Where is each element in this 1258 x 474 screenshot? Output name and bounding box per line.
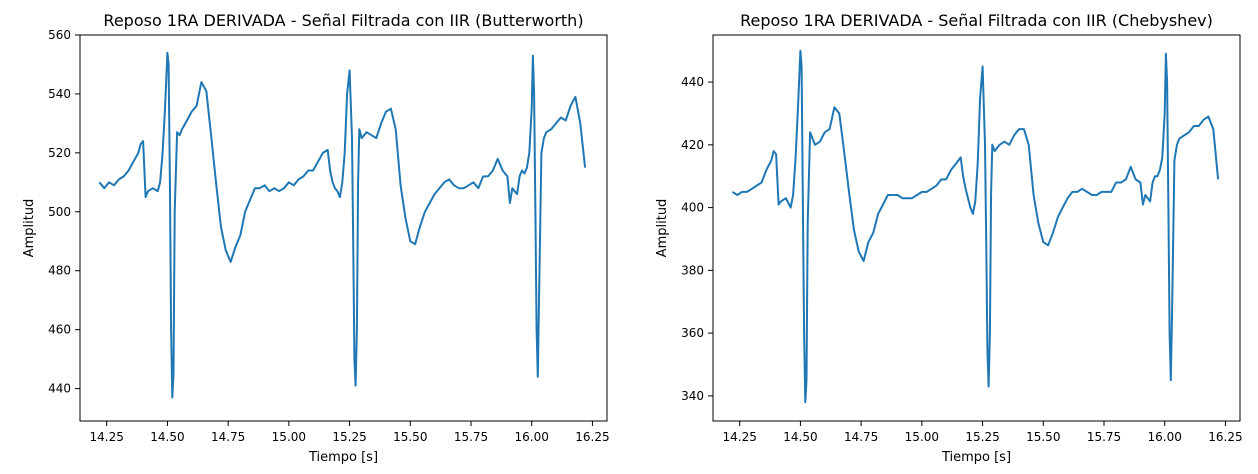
axes-frame [79,34,608,422]
y-tick-label: 340 [681,389,704,403]
y-tick-label: 540 [48,87,71,101]
x-tick-label: 16.00 [515,430,549,444]
x-tick-label: 15.25 [332,430,366,444]
x-axis-label: Tiempo [s] [308,450,378,465]
y-tick-label: 420 [681,138,704,152]
y-tick-label: 400 [681,201,704,215]
series-line [98,51,587,399]
axes-frame [712,34,1241,422]
x-tick-label: 16.25 [1208,430,1242,444]
y-axis-label: Amplitud [22,199,37,258]
x-tick-label: 16.25 [575,430,609,444]
x-tick-label: 15.00 [905,430,939,444]
chart-title: Reposo 1RA DERIVADA - Señal Filtrada con… [103,11,583,30]
y-tick-label: 480 [48,264,71,278]
x-tick-label: 14.25 [723,430,757,444]
y-tick-label: 560 [48,28,71,42]
x-axis-label: Tiempo [s] [941,450,1011,465]
y-axis-label: Amplitud [655,199,670,258]
x-tick-label: 14.50 [783,430,817,444]
x-tick-label: 15.50 [1026,430,1060,444]
y-tick-label: 460 [48,323,71,337]
x-tick-label: 15.75 [454,430,488,444]
y-tick-label: 440 [681,75,704,89]
chart-title: Reposo 1RA DERIVADA - Señal Filtrada con… [740,11,1213,30]
x-tick-label: 14.75 [211,430,245,444]
x-tick-label: 15.00 [272,430,306,444]
x-tick-label: 15.50 [393,430,427,444]
chart-panel-1: Reposo 1RA DERIVADA - Señal Filtrada con… [22,11,610,465]
x-tick-label: 15.75 [1087,430,1121,444]
chart-panel-2: Reposo 1RA DERIVADA - Señal Filtrada con… [655,11,1243,465]
x-tick-label: 14.25 [90,430,124,444]
y-tick-label: 380 [681,263,704,277]
y-tick-label: 440 [48,382,71,396]
y-tick-label: 360 [681,326,704,340]
x-tick-label: 15.25 [965,430,999,444]
series-line [731,49,1220,404]
y-tick-label: 520 [48,146,71,160]
y-tick-label: 500 [48,205,71,219]
x-tick-label: 14.50 [150,430,184,444]
x-tick-label: 14.75 [844,430,878,444]
x-tick-label: 16.00 [1148,430,1182,444]
